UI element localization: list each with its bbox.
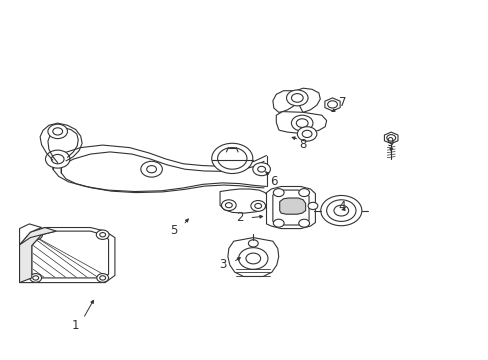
Circle shape [252, 163, 270, 176]
Polygon shape [20, 228, 56, 245]
Circle shape [254, 203, 261, 208]
Circle shape [32, 232, 39, 237]
Circle shape [286, 90, 307, 106]
Polygon shape [220, 189, 267, 213]
Circle shape [245, 253, 260, 264]
Circle shape [257, 166, 265, 172]
Circle shape [333, 205, 348, 216]
Polygon shape [324, 98, 340, 111]
Circle shape [29, 230, 42, 240]
Circle shape [302, 130, 311, 138]
Circle shape [320, 195, 361, 226]
Circle shape [273, 189, 284, 197]
Circle shape [250, 201, 265, 211]
Circle shape [211, 143, 252, 174]
Circle shape [97, 274, 108, 282]
Text: 1: 1 [72, 319, 80, 332]
Circle shape [100, 276, 105, 280]
Polygon shape [20, 232, 41, 283]
Text: 4: 4 [338, 201, 346, 213]
Text: 7: 7 [338, 96, 346, 109]
Circle shape [33, 276, 39, 280]
Circle shape [273, 219, 284, 227]
Circle shape [297, 127, 316, 141]
Circle shape [291, 115, 312, 131]
Circle shape [96, 230, 109, 239]
Text: 2: 2 [235, 211, 243, 224]
Circle shape [141, 161, 162, 177]
Circle shape [51, 154, 64, 164]
Circle shape [291, 94, 303, 102]
Polygon shape [32, 231, 108, 278]
Polygon shape [272, 190, 308, 225]
Polygon shape [295, 88, 320, 112]
Circle shape [386, 135, 395, 141]
Circle shape [238, 248, 267, 269]
Circle shape [327, 101, 337, 108]
Circle shape [296, 119, 307, 127]
Circle shape [53, 128, 62, 135]
Polygon shape [276, 112, 326, 133]
Polygon shape [227, 238, 278, 276]
Circle shape [248, 240, 258, 247]
Circle shape [225, 203, 232, 208]
Polygon shape [384, 132, 397, 144]
Polygon shape [279, 198, 305, 214]
Circle shape [146, 166, 156, 173]
Circle shape [45, 150, 70, 168]
Circle shape [307, 202, 317, 210]
Text: 8: 8 [299, 138, 306, 150]
Circle shape [100, 233, 105, 237]
Polygon shape [266, 186, 315, 229]
Circle shape [326, 200, 355, 221]
Circle shape [298, 219, 309, 227]
Circle shape [298, 189, 309, 197]
Text: 9: 9 [386, 136, 393, 149]
Polygon shape [272, 91, 297, 112]
Text: 6: 6 [269, 175, 277, 188]
Circle shape [221, 200, 236, 211]
Text: 3: 3 [218, 258, 226, 271]
Circle shape [48, 124, 67, 139]
Circle shape [30, 274, 41, 282]
Polygon shape [20, 224, 41, 245]
Text: 5: 5 [169, 224, 177, 237]
Polygon shape [20, 228, 115, 283]
Circle shape [217, 148, 246, 169]
